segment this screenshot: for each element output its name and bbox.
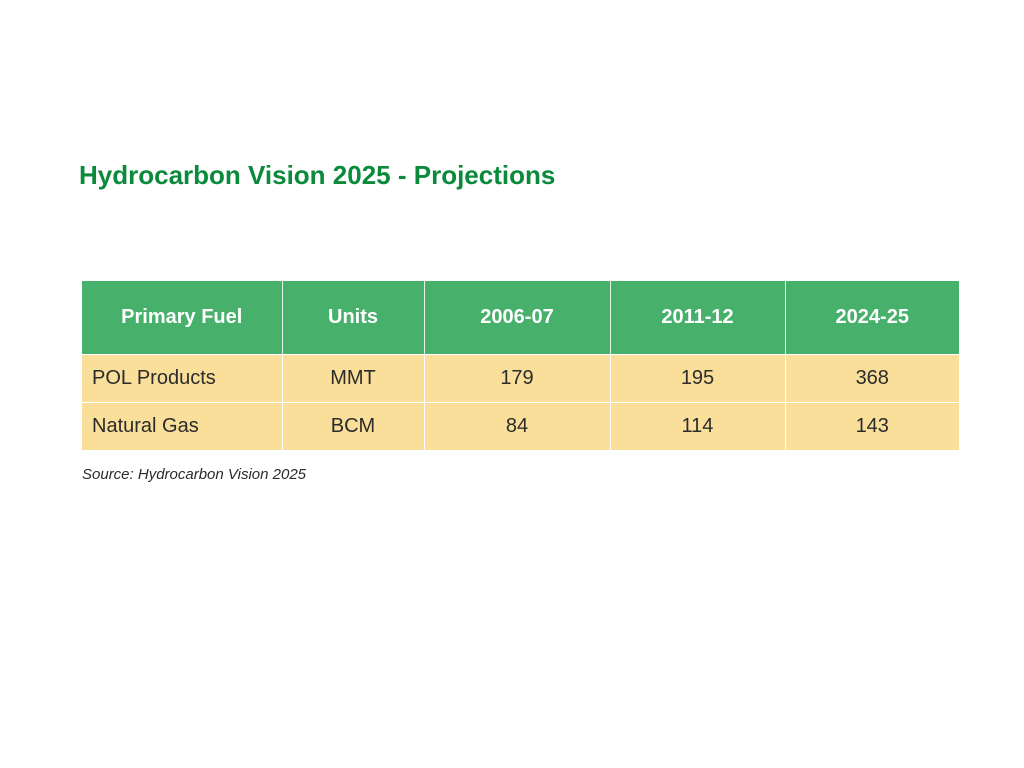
projections-table: Primary Fuel Units 2006-07 2011-12 2024-… xyxy=(82,281,959,450)
slide-title: Hydrocarbon Vision 2025 - Projections xyxy=(79,160,556,190)
header-2024-25: 2024-25 xyxy=(785,281,959,355)
source-note: Source: Hydrocarbon Vision 2025 xyxy=(82,466,307,483)
projections-table-container: Primary Fuel Units 2006-07 2011-12 2024-… xyxy=(82,281,959,450)
header-primary-fuel: Primary Fuel xyxy=(82,281,283,355)
header-2011-12: 2011-12 xyxy=(610,281,786,355)
cell-2024-25: 368 xyxy=(785,354,959,403)
cell-fuel: POL Products xyxy=(82,354,283,403)
cell-units: MMT xyxy=(282,354,425,403)
cell-2011-12: 114 xyxy=(610,402,786,450)
header-units: Units xyxy=(282,281,425,355)
table-row: Natural Gas BCM 84 114 143 xyxy=(82,402,959,450)
cell-units: BCM xyxy=(282,402,425,450)
cell-2006-07: 84 xyxy=(424,402,611,450)
table-header-row: Primary Fuel Units 2006-07 2011-12 2024-… xyxy=(82,281,959,355)
table-row: POL Products MMT 179 195 368 xyxy=(82,354,959,403)
cell-2024-25: 143 xyxy=(785,402,959,450)
cell-fuel: Natural Gas xyxy=(82,402,283,450)
cell-2006-07: 179 xyxy=(424,354,611,403)
header-2006-07: 2006-07 xyxy=(424,281,611,355)
cell-2011-12: 195 xyxy=(610,354,786,403)
